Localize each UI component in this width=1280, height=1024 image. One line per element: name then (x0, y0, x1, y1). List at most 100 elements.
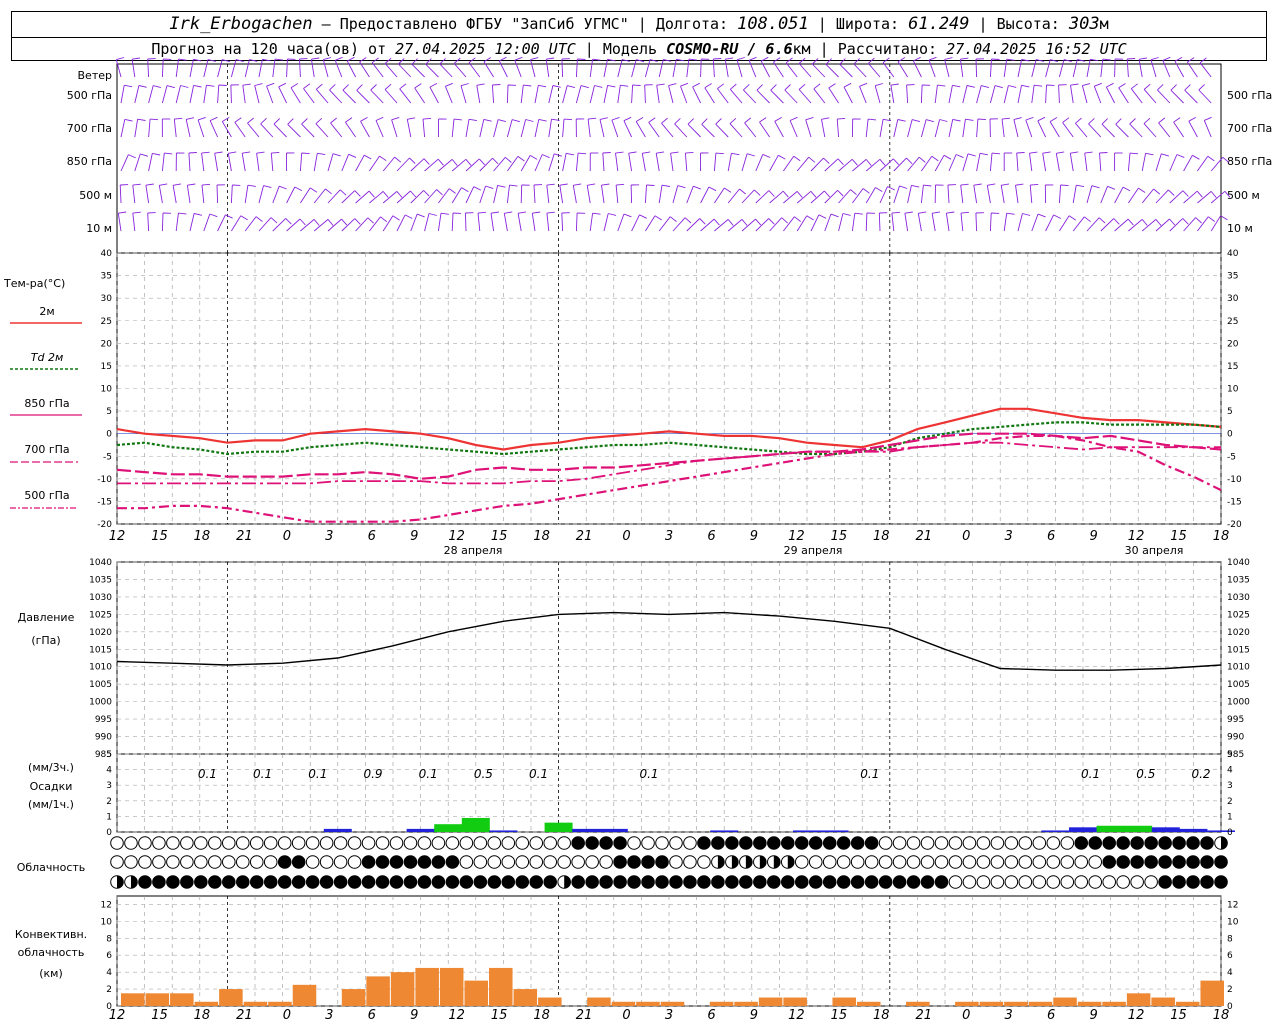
pres-tick-right: 1005 (1227, 680, 1250, 690)
wind-barb (712, 58, 715, 78)
wind-barb (760, 60, 770, 78)
forecast-header: Irk_Erbogachen – Предоставлено ФГБУ "Зап… (11, 11, 1267, 61)
conv-bar (1004, 1001, 1028, 1006)
cloud-circle (1186, 836, 1200, 850)
cloud-circle (990, 875, 1005, 889)
wind-barb (507, 156, 519, 172)
wind-barb (360, 121, 370, 138)
temp-tick: 5 (106, 407, 112, 417)
wind-barb (684, 153, 688, 172)
pres-tick-right: 1010 (1227, 663, 1250, 673)
wind-barb-flag (925, 119, 934, 123)
wind-barb (1198, 89, 1212, 104)
hour-tick-bottom: 15 (491, 1008, 508, 1023)
wind-barb-flag (730, 83, 737, 90)
wind-level-700hpa: 700 гПа (67, 122, 112, 135)
wind-barb (520, 119, 527, 138)
wind-barb (254, 85, 260, 104)
hour-tick-bottom: 12 (109, 1008, 126, 1023)
wind-barb-flag (621, 59, 630, 62)
wind-barb (602, 152, 605, 172)
header-line-1: Irk_Erbogachen – Предоставлено ФГБУ "Зап… (12, 12, 1266, 38)
wind-barb (132, 185, 136, 204)
wind-barb-flag (1070, 151, 1079, 154)
hour-tick: 9 (750, 529, 758, 544)
conv-label-3: (км) (39, 967, 63, 980)
wind-barb (1174, 60, 1184, 78)
cloud-half (745, 855, 753, 869)
wind-barb (836, 119, 840, 138)
cloud-circle (794, 875, 809, 889)
wind-barb-flag (1222, 156, 1230, 163)
cloud-circle (892, 855, 907, 869)
wind-barb (748, 60, 757, 78)
cloud-circle (515, 855, 530, 869)
wind-barb (674, 123, 688, 138)
wind-barb (714, 219, 729, 232)
wind-barb (391, 119, 398, 138)
wind-barb-flag (620, 84, 629, 87)
wind-barb-flag (260, 117, 267, 125)
cloud-circle (808, 836, 823, 850)
wind-barb-flag (311, 57, 320, 60)
wind-barb (879, 186, 888, 204)
wind-barb (533, 184, 536, 204)
wind-barb (244, 185, 249, 204)
wind-barb (322, 59, 329, 78)
cloud-half (787, 855, 795, 869)
wind-barb (1203, 120, 1212, 138)
wind-barb-flag (755, 218, 762, 226)
hour-tick-bottom: 15 (151, 1008, 168, 1023)
wind-barb-flag (193, 58, 202, 62)
wind-barb-flag (1153, 188, 1161, 195)
wind-barb-flag (843, 82, 852, 88)
wind-barb (477, 213, 481, 232)
wind-barb (811, 63, 826, 78)
wind-barb-flag (668, 83, 677, 87)
wind-barb (327, 218, 342, 232)
wind-barb (724, 59, 729, 78)
wind-barb-flag (793, 155, 801, 162)
cloud-circle (976, 855, 991, 869)
wind-barb (906, 84, 909, 104)
wind-barb-flag (303, 83, 311, 89)
wind-barb (115, 59, 122, 78)
wind-barb (451, 212, 454, 232)
wind-barb-flag (1001, 183, 1010, 186)
wind-barb-flag (967, 153, 976, 157)
wind-barb-flag (1016, 152, 1025, 154)
wind-barb-flag (439, 58, 446, 65)
wind-barb-flag (960, 57, 969, 60)
wind-barb-flag (1162, 56, 1171, 61)
cloud-circle (417, 855, 432, 869)
cloud-circle (166, 855, 180, 869)
conv-tick-right: 0 (1227, 1002, 1233, 1012)
wind-barb-flag (1056, 151, 1065, 154)
cloud-circle (1130, 836, 1144, 850)
wind-barb (531, 213, 536, 232)
conv-bar (219, 989, 243, 1006)
wind-barb-flag (654, 215, 662, 221)
wind-barb (759, 121, 770, 138)
cloud-circle (194, 836, 208, 850)
wind-barb (1183, 155, 1193, 172)
wind-barb (451, 119, 455, 138)
cloud-circle (501, 855, 516, 869)
wind-barb (1003, 85, 1009, 104)
wind-barb-flag (256, 151, 265, 154)
cloud-circle (333, 836, 348, 850)
wind-barb-flag (285, 218, 292, 225)
wind-barb (422, 119, 426, 138)
wind-barb (534, 85, 539, 104)
wind-barb (287, 123, 301, 138)
wind-barb (934, 155, 945, 172)
wind-barb (852, 188, 864, 204)
wind-barb (843, 86, 853, 104)
wind-barb-flag (118, 211, 127, 214)
wind-barb-flag (391, 116, 400, 121)
wind-barb (865, 158, 881, 172)
wind-barb (1143, 89, 1157, 104)
cloud-circle (892, 875, 907, 889)
wind-barb (493, 157, 506, 172)
